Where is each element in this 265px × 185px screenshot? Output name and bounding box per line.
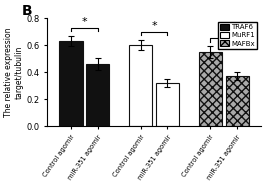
Text: *: * (82, 17, 87, 27)
Bar (198, 52, 222, 126)
Legend: TRAF6, MuRF1, MAFBx: TRAF6, MuRF1, MAFBx (218, 22, 257, 49)
Text: *: * (221, 28, 227, 38)
Bar (226, 76, 249, 126)
Bar (59, 41, 82, 126)
Text: B: B (22, 4, 32, 18)
Bar (156, 83, 179, 126)
Y-axis label: The relative expression
target/tubulin: The relative expression target/tubulin (4, 27, 24, 117)
Bar (129, 45, 152, 126)
Text: *: * (151, 21, 157, 31)
Bar (86, 64, 109, 126)
